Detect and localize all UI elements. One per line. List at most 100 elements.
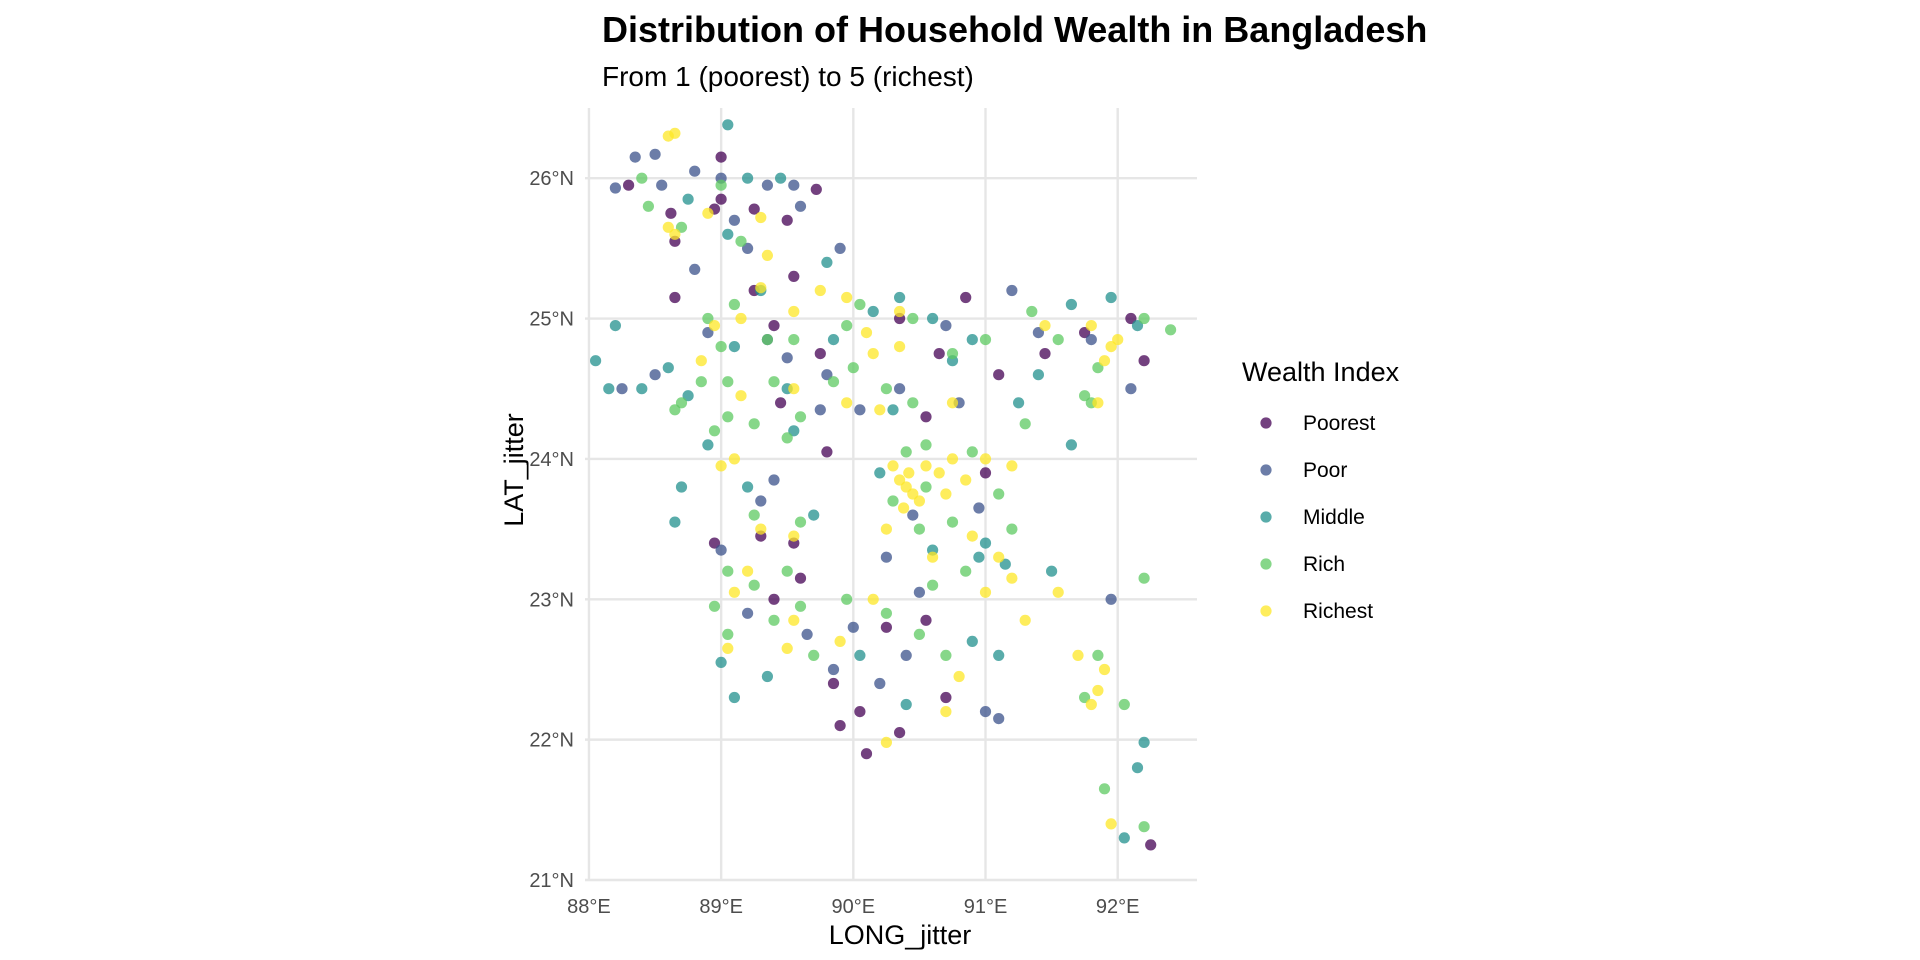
data-point — [940, 649, 952, 662]
data-point — [860, 748, 873, 760]
data-point — [775, 397, 787, 409]
data-point — [1125, 312, 1137, 325]
data-point — [1098, 783, 1111, 795]
data-point — [827, 376, 840, 388]
data-point — [715, 193, 727, 205]
data-point — [675, 221, 688, 233]
data-point — [695, 376, 707, 388]
data-point — [933, 348, 945, 360]
data-point — [854, 298, 866, 311]
legend-label-middle: Middle — [1303, 506, 1365, 529]
data-point — [880, 607, 893, 619]
data-point — [946, 453, 959, 465]
data-point — [927, 312, 939, 325]
data-point — [1092, 397, 1104, 409]
data-point — [821, 256, 833, 268]
data-point — [874, 467, 886, 479]
data-point — [1032, 327, 1044, 339]
data-point — [669, 291, 681, 304]
x-tick-label: 89°E — [699, 896, 743, 918]
data-point — [993, 488, 1005, 500]
data-point — [920, 614, 932, 626]
data-point — [907, 312, 919, 325]
data-point — [662, 362, 674, 374]
data-point — [702, 439, 714, 451]
x-axis-ticks: 88°E 89°E 90°E 91°E 92°E — [567, 896, 1139, 918]
data-point — [1165, 324, 1177, 336]
data-point — [761, 179, 774, 191]
data-point — [748, 579, 760, 591]
data-point — [656, 179, 668, 191]
data-point — [590, 355, 602, 367]
y-tick-label: 23°N — [529, 589, 574, 611]
data-point — [880, 736, 893, 749]
data-point — [894, 474, 906, 486]
data-point — [722, 411, 734, 423]
data-point — [794, 516, 807, 528]
data-point — [636, 383, 648, 395]
data-point — [715, 341, 727, 353]
data-point — [689, 263, 701, 275]
data-point — [1065, 439, 1077, 451]
x-tick-label: 91°E — [964, 896, 1008, 918]
data-point — [827, 334, 840, 346]
data-point — [1039, 348, 1051, 360]
data-point — [623, 179, 635, 191]
data-point — [993, 551, 1005, 563]
data-point — [755, 282, 767, 294]
series-middle — [590, 119, 1150, 844]
data-point — [993, 649, 1005, 662]
data-point — [1118, 698, 1130, 711]
grid — [585, 108, 1197, 882]
data-point — [788, 270, 800, 282]
scatter-points — [590, 119, 1177, 851]
data-point — [649, 148, 661, 160]
data-point — [946, 348, 959, 360]
data-point — [880, 551, 893, 563]
data-point — [794, 572, 807, 584]
data-point — [735, 235, 747, 247]
data-point — [973, 502, 985, 514]
data-point — [708, 600, 721, 612]
data-point — [827, 663, 840, 676]
data-point — [960, 565, 972, 577]
data-point — [1006, 284, 1018, 297]
data-point — [993, 713, 1005, 725]
data-point — [1072, 649, 1084, 662]
data-point — [966, 530, 978, 542]
data-point — [1052, 586, 1064, 598]
data-point — [722, 628, 734, 641]
y-tick-label: 24°N — [529, 449, 574, 471]
data-point — [1079, 390, 1091, 402]
data-point — [1105, 341, 1117, 353]
data-point — [960, 474, 972, 486]
data-point — [1138, 572, 1150, 584]
data-point — [761, 334, 774, 346]
data-point — [748, 509, 760, 521]
data-point — [768, 593, 780, 605]
data-point — [675, 397, 688, 409]
y-axis-ticks: 21°N 22°N 23°N 24°N 25°N 26°N — [529, 168, 574, 892]
data-point — [1098, 355, 1111, 367]
data-point — [834, 720, 846, 732]
data-point — [702, 207, 714, 219]
data-point — [966, 635, 978, 648]
data-point — [814, 284, 826, 297]
data-point — [788, 425, 800, 437]
legend-key-poorest — [1260, 417, 1272, 429]
data-point — [810, 183, 822, 195]
x-tick-label: 88°E — [567, 896, 611, 918]
legend: Wealth Index Poorest Poor Middle Rich Riches… — [1242, 357, 1400, 623]
data-point — [1046, 565, 1058, 577]
data-point — [821, 446, 833, 458]
data-point — [898, 502, 910, 514]
data-point — [603, 383, 615, 395]
data-point — [979, 467, 992, 479]
data-point — [728, 298, 741, 311]
data-point — [946, 397, 959, 409]
data-point — [616, 383, 628, 395]
data-point — [665, 207, 677, 219]
data-point — [801, 628, 813, 641]
data-point — [940, 488, 952, 500]
data-point — [946, 516, 959, 528]
